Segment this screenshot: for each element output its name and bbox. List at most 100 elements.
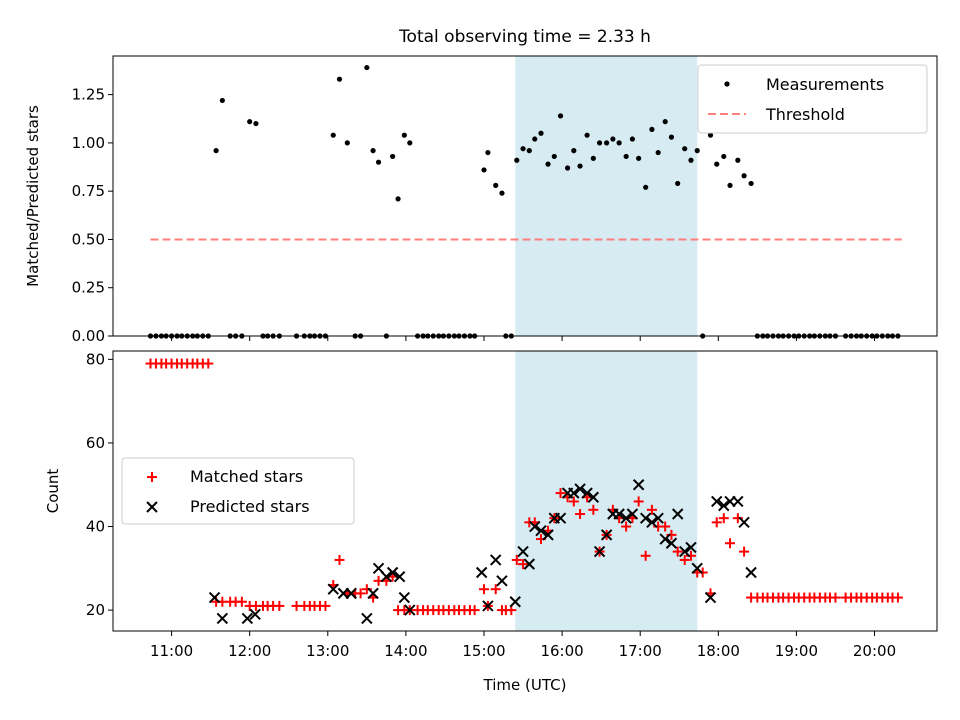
cross-b bbox=[639, 512, 652, 524]
top-axes-frame bbox=[112, 55, 938, 337]
predicted-star-point bbox=[398, 591, 411, 604]
measurement-point bbox=[675, 180, 681, 187]
y-tick-label: 80 bbox=[86, 350, 105, 368]
predicted-star-point bbox=[639, 512, 652, 524]
cross-b bbox=[711, 495, 723, 508]
top-y-axis: 0.00 0.25 0.50 0.75 1.00 1.25 bbox=[72, 86, 113, 345]
cross-b bbox=[581, 487, 593, 499]
matched-star-point bbox=[511, 554, 522, 565]
cross-b bbox=[542, 529, 554, 541]
measurement-point bbox=[330, 132, 336, 138]
x-tick-label: 15:00 bbox=[462, 642, 505, 660]
cross-b bbox=[738, 516, 750, 529]
y-tick-label: 40 bbox=[86, 518, 105, 536]
cross-b bbox=[146, 501, 158, 513]
measurement-point bbox=[253, 120, 259, 127]
predicted-star-point bbox=[691, 562, 703, 575]
legend-label-predicted: Predicted stars bbox=[190, 497, 310, 516]
y-tick-label: 1.25 bbox=[72, 86, 105, 104]
predicted-star-point bbox=[496, 575, 508, 587]
measurement-point bbox=[721, 153, 727, 160]
y-tick-label: 1.00 bbox=[72, 134, 105, 152]
cross-b bbox=[646, 516, 658, 529]
measurement-point bbox=[499, 190, 505, 196]
predicted-star-point bbox=[361, 612, 373, 625]
cross-b bbox=[475, 566, 488, 579]
matched-star-point bbox=[469, 605, 480, 616]
predicted-star-point bbox=[345, 587, 357, 600]
measurement-point bbox=[485, 149, 491, 156]
legend-box bbox=[697, 64, 928, 134]
predicted-star-point bbox=[542, 529, 554, 541]
predicted-star-point bbox=[208, 591, 221, 604]
measurement-point bbox=[213, 148, 219, 154]
measurement-point bbox=[668, 134, 675, 140]
x-tick-label: 17:00 bbox=[619, 642, 662, 660]
measurement-point bbox=[375, 159, 382, 165]
cross-b bbox=[345, 587, 357, 600]
measurement-point bbox=[636, 155, 642, 161]
measurement-point bbox=[564, 165, 571, 171]
measurement-point bbox=[741, 173, 747, 179]
matched-star-point bbox=[355, 588, 366, 599]
measurement-point bbox=[629, 136, 635, 142]
cross-b bbox=[482, 600, 494, 612]
top-x-axis bbox=[171, 336, 876, 341]
measurement-point bbox=[662, 119, 668, 125]
matched-star-point bbox=[320, 600, 331, 611]
measurement-point bbox=[748, 180, 754, 187]
matched-star-point bbox=[478, 584, 489, 595]
measurement-point bbox=[493, 182, 499, 188]
measurement-point bbox=[688, 157, 694, 163]
measurement-point bbox=[649, 126, 655, 132]
predicted-star-point bbox=[646, 516, 658, 529]
matched-star-point bbox=[830, 592, 841, 603]
predicted-star-point bbox=[632, 479, 645, 491]
measurement-point bbox=[557, 113, 564, 119]
measurement-point bbox=[395, 196, 401, 202]
x-tick-label: 11:00 bbox=[150, 642, 193, 660]
matched-star-point bbox=[739, 546, 750, 557]
bottom-axes-frame bbox=[112, 350, 938, 632]
x-tick-label: 19:00 bbox=[775, 642, 818, 660]
cross-b bbox=[665, 537, 678, 549]
measurement-point bbox=[532, 136, 538, 142]
y-tick-label: 60 bbox=[86, 434, 105, 452]
predicted-star-point bbox=[652, 512, 664, 524]
measurement-point bbox=[604, 140, 610, 146]
predicted-star-point bbox=[327, 583, 339, 595]
measurement-point bbox=[545, 161, 551, 167]
cross-b bbox=[745, 566, 757, 579]
matched-star-point bbox=[568, 496, 579, 507]
y-tick-label: 20 bbox=[86, 601, 105, 619]
predicted-star-point bbox=[535, 524, 547, 537]
predicted-star-point bbox=[671, 508, 684, 520]
matched-star-point bbox=[679, 554, 690, 565]
predicted-star-point bbox=[475, 566, 488, 579]
measurement-point bbox=[596, 140, 603, 146]
measurement-point bbox=[584, 132, 590, 138]
x-tick-label: 14:00 bbox=[384, 642, 427, 660]
bottom-plot-area bbox=[145, 358, 903, 625]
bottom-y-axis: 20 40 60 80 bbox=[86, 350, 113, 619]
matched-star-point bbox=[646, 504, 657, 515]
x-tick-label: 13:00 bbox=[306, 642, 349, 660]
measurement-point bbox=[481, 167, 487, 173]
matched-star-point bbox=[892, 592, 903, 603]
measurement-point bbox=[694, 148, 700, 154]
measurement-point bbox=[577, 163, 583, 169]
cross-b bbox=[216, 612, 229, 625]
cross-b bbox=[404, 604, 416, 616]
cross-b bbox=[568, 487, 580, 499]
legend-marker-matched bbox=[147, 472, 157, 482]
matched-star-point bbox=[672, 546, 683, 557]
predicted-star-point bbox=[386, 566, 399, 579]
predicted-star-point bbox=[517, 545, 529, 558]
bottom-y-axis-label: Count bbox=[44, 469, 62, 514]
cross-b bbox=[587, 491, 600, 503]
cross-b bbox=[241, 612, 254, 625]
predicted-star-point bbox=[738, 516, 750, 529]
bottom-legend: Matched stars Predicted stars bbox=[121, 457, 355, 525]
matched-star-point bbox=[490, 584, 501, 595]
